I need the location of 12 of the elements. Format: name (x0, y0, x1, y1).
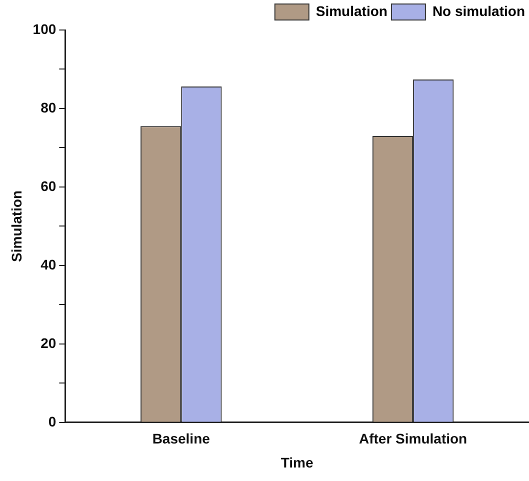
x-tick-label: Baseline (152, 430, 210, 447)
y-tick-label: 20 (40, 334, 56, 351)
y-tick-label: 40 (40, 256, 56, 272)
legend-label: Simulation (316, 2, 388, 19)
y-tick-label: 100 (32, 20, 56, 37)
x-axis-title: Time (280, 454, 314, 470)
x-tick-label: After Simulation (358, 430, 468, 447)
legend-label: No simulation (432, 2, 526, 19)
y-tick-label: 80 (40, 99, 56, 116)
y-tick-label: 60 (40, 178, 56, 194)
y-axis-title: Simulation (8, 190, 24, 262)
y-tick-label: 0 (48, 413, 56, 430)
